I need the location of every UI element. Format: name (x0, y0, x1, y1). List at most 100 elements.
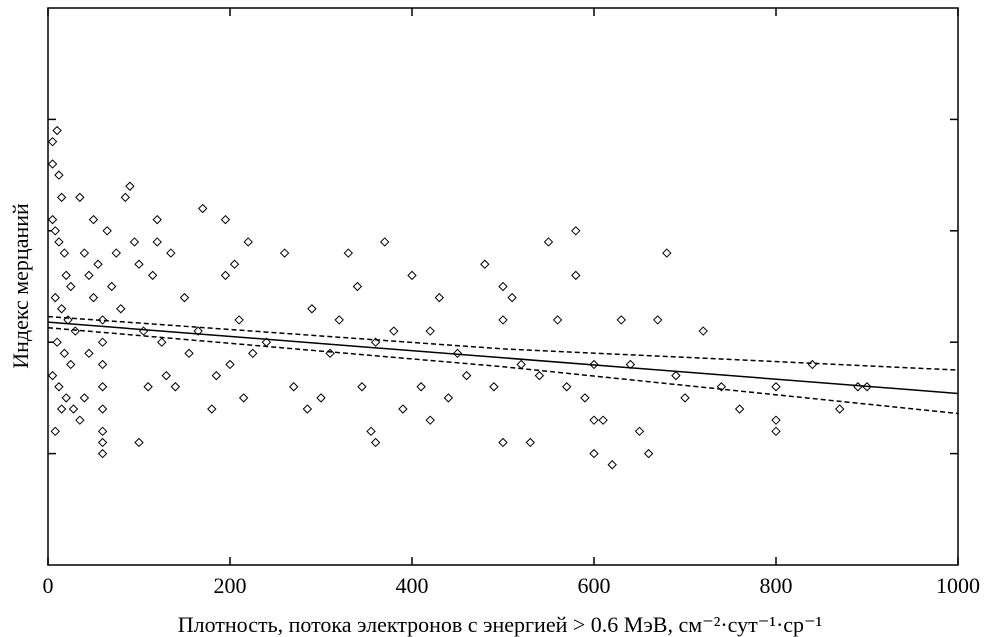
point (389, 326, 399, 336)
point (56, 404, 67, 414)
point (116, 304, 126, 314)
point (166, 248, 176, 258)
point (771, 415, 781, 425)
point (66, 359, 76, 370)
point (97, 382, 108, 392)
point (370, 437, 381, 448)
point (84, 348, 94, 359)
point (68, 404, 79, 414)
point (580, 393, 590, 403)
point (571, 270, 581, 281)
point (307, 304, 317, 314)
point (56, 192, 67, 203)
plot-frame (47, 7, 959, 566)
point (288, 382, 299, 392)
point (161, 370, 172, 381)
point (88, 214, 99, 225)
point (157, 337, 167, 347)
regression-line (47, 321, 959, 395)
point (152, 214, 162, 225)
point (734, 404, 745, 414)
point (66, 281, 76, 292)
point (220, 214, 231, 225)
point (134, 259, 144, 269)
point (243, 237, 253, 247)
point (97, 448, 108, 459)
point (52, 337, 62, 347)
point (138, 326, 149, 336)
point (498, 315, 508, 325)
point (84, 270, 94, 281)
point (461, 370, 472, 381)
point (279, 248, 290, 258)
upper-confidence (47, 315, 959, 371)
point (325, 348, 335, 359)
point (834, 404, 845, 414)
point (853, 382, 863, 392)
point (134, 437, 144, 448)
point (225, 359, 235, 370)
point (207, 404, 217, 414)
point (425, 326, 435, 336)
point (229, 259, 240, 269)
point (452, 348, 463, 359)
point (129, 237, 140, 247)
point (416, 382, 426, 392)
point (97, 437, 108, 448)
x-tick-label: 1000 (936, 573, 980, 598)
x-tick-label: 800 (760, 573, 793, 598)
point (443, 393, 454, 403)
point (70, 326, 81, 336)
x-tick-label: 0 (43, 573, 54, 598)
point (54, 170, 64, 180)
point (88, 292, 99, 303)
point (75, 415, 85, 425)
point (343, 248, 354, 258)
point (425, 415, 435, 425)
point (302, 404, 313, 414)
point (379, 237, 390, 247)
point (50, 292, 60, 303)
point (52, 125, 62, 136)
point (771, 426, 781, 437)
point (561, 382, 572, 392)
point (47, 370, 58, 381)
point (47, 214, 58, 225)
point (334, 315, 344, 325)
point (671, 370, 681, 381)
point (50, 426, 60, 437)
point (93, 259, 103, 269)
x-tick-label: 200 (214, 573, 247, 598)
point (75, 192, 85, 203)
point (498, 281, 508, 292)
point (97, 337, 108, 347)
point (220, 270, 231, 281)
point (807, 359, 818, 370)
point (507, 292, 517, 303)
point (525, 437, 536, 448)
point (238, 393, 249, 403)
point (516, 359, 526, 370)
point (643, 448, 654, 459)
point (771, 382, 781, 392)
point (662, 248, 672, 258)
point (589, 415, 599, 425)
point (197, 203, 208, 214)
point (534, 370, 545, 381)
point (61, 393, 71, 403)
point (248, 348, 258, 359)
point (79, 393, 90, 403)
point (152, 237, 162, 247)
point (47, 159, 58, 169)
point (184, 348, 194, 359)
x-tick-label: 600 (578, 573, 611, 598)
point (498, 437, 508, 448)
point (147, 270, 158, 281)
point (59, 248, 70, 258)
point (97, 404, 108, 414)
point (56, 304, 67, 314)
point (357, 382, 367, 392)
point (143, 382, 153, 392)
point (552, 315, 563, 325)
point (698, 326, 708, 336)
